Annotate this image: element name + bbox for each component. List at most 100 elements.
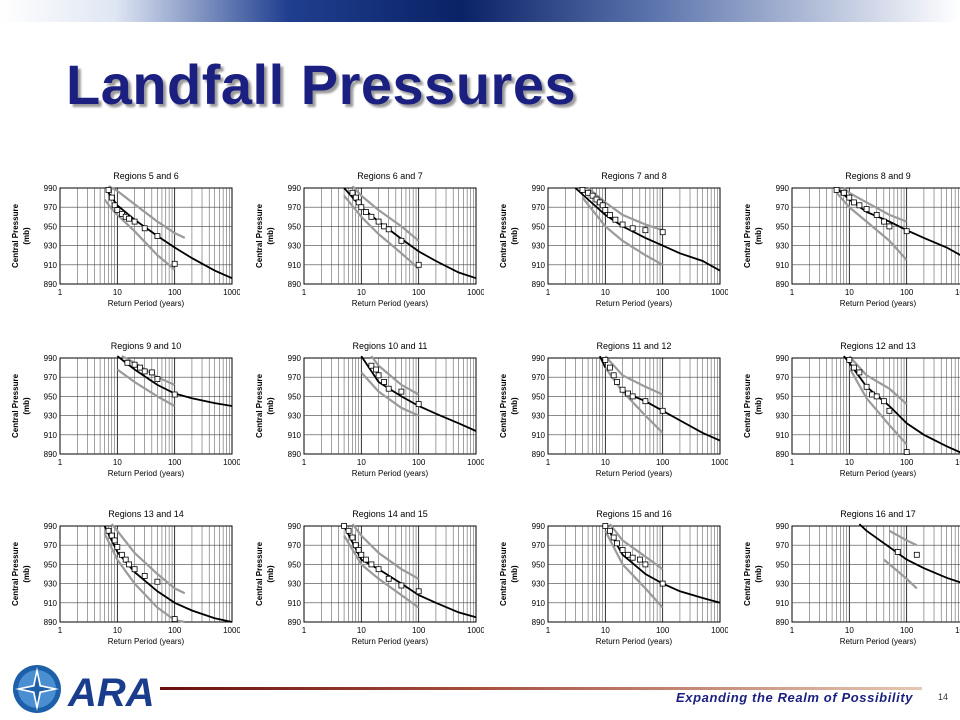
y-tick-label: 990 (288, 354, 302, 363)
observed-point (833, 186, 840, 193)
y-tick-label: 910 (776, 599, 790, 608)
x-axis-label: Return Period (years) (108, 637, 185, 646)
y-tick-label: 910 (532, 431, 546, 440)
y-tick-label: 950 (776, 222, 790, 231)
y-tick-label: 950 (532, 392, 546, 401)
x-tick-label: 10 (845, 458, 854, 467)
x-tick-label: 1000 (223, 458, 240, 467)
y-tick-label: 950 (776, 560, 790, 569)
chart-title: Regions 14 and 15 (352, 509, 428, 519)
y-tick-label: 970 (776, 203, 790, 212)
observed-point (355, 199, 362, 206)
y-tick-label: 930 (44, 580, 58, 589)
observed-point (105, 186, 112, 193)
observed-point (894, 549, 901, 555)
x-tick-label: 100 (656, 458, 670, 467)
x-tick-label: 1000 (711, 288, 728, 297)
y-tick-label: 910 (532, 599, 546, 608)
y-axis-label: Central Pressure (mb) (255, 541, 275, 606)
y-tick-label: 990 (44, 184, 58, 193)
observed-point (119, 551, 125, 558)
x-axis-label: Return Period (years) (596, 469, 673, 478)
y-tick-label: 970 (44, 203, 58, 212)
confidence-bound-line (581, 196, 664, 266)
chart-panel: 990 970 950 930 910 890 1 10 100 1000 Regions 14 a… (254, 504, 484, 662)
observed-point (886, 223, 893, 230)
observed-point (141, 225, 148, 232)
x-tick-label: 1 (546, 288, 551, 297)
observed-point (126, 215, 132, 222)
y-axis-label: Central Pressure (mb) (499, 373, 519, 438)
observed-point (398, 237, 405, 244)
observed-point (349, 189, 356, 196)
observed-point (851, 364, 857, 371)
confidence-bound-line (848, 367, 908, 446)
observed-point (358, 204, 365, 211)
observed-point (415, 261, 422, 268)
observed-point (659, 407, 666, 414)
observed-point (602, 523, 609, 529)
chart-panel: 990 970 950 930 910 890 1 10 100 1000 Regions 5 an… (10, 166, 240, 324)
y-tick-label: 890 (532, 280, 546, 289)
plot-area (59, 187, 233, 285)
chart-panel: 990 970 950 930 910 890 1 10 100 1000 Regions 15 a… (498, 504, 728, 662)
observed-point (368, 213, 375, 220)
observed-point (355, 547, 362, 553)
y-tick-label: 950 (44, 222, 58, 231)
x-axis-label: Return Period (years) (596, 299, 673, 308)
confidence-bound-line (110, 523, 186, 595)
y-tick-label: 950 (776, 392, 790, 401)
observed-point (642, 398, 649, 405)
observed-point (381, 379, 387, 385)
y-tick-label: 930 (288, 242, 302, 251)
observed-point (122, 556, 129, 563)
x-tick-label: 100 (412, 626, 426, 635)
x-tick-label: 1000 (467, 626, 484, 635)
observed-point (596, 199, 603, 206)
plot-area (303, 525, 477, 623)
confidence-bound-line (835, 192, 908, 261)
observed-point (119, 211, 125, 217)
y-tick-label: 890 (44, 450, 58, 459)
observed-point (105, 527, 112, 534)
observed-point (154, 578, 161, 585)
x-axis-label: Return Period (years) (108, 469, 185, 478)
observed-point (385, 226, 392, 233)
y-tick-label: 930 (532, 412, 546, 421)
x-tick-label: 10 (601, 458, 610, 467)
observed-point (863, 206, 870, 212)
y-tick-label: 930 (288, 580, 302, 589)
chart-panel: 990 970 950 930 910 890 1 10 100 1000 Regions 11 a… (498, 336, 728, 494)
observed-point (579, 186, 586, 193)
observed-point (148, 369, 155, 376)
confidence-bound-line (360, 371, 420, 417)
confidence-bound-line (848, 355, 908, 405)
observed-point (612, 216, 619, 223)
confidence-bound-line (370, 355, 420, 396)
observed-point (607, 364, 613, 371)
observed-point (154, 376, 161, 382)
observed-point (349, 534, 356, 541)
top-banner (0, 0, 960, 22)
x-tick-label: 1 (58, 626, 63, 635)
y-tick-label: 910 (288, 261, 302, 270)
y-tick-label: 930 (44, 242, 58, 251)
y-tick-label: 890 (776, 618, 790, 627)
observed-point (625, 390, 631, 397)
observed-point (629, 393, 636, 400)
observed-point (131, 361, 138, 368)
x-axis-label: Return Period (years) (352, 299, 429, 308)
y-tick-label: 910 (44, 599, 58, 608)
plot-area (303, 187, 477, 285)
observed-point (141, 368, 148, 375)
page-number: 14 (938, 692, 949, 702)
y-tick-label: 930 (288, 412, 302, 421)
y-tick-label: 930 (532, 580, 546, 589)
observed-point (851, 199, 857, 206)
y-axis-label: Central Pressure (mb) (743, 541, 763, 606)
y-tick-label: 950 (44, 392, 58, 401)
